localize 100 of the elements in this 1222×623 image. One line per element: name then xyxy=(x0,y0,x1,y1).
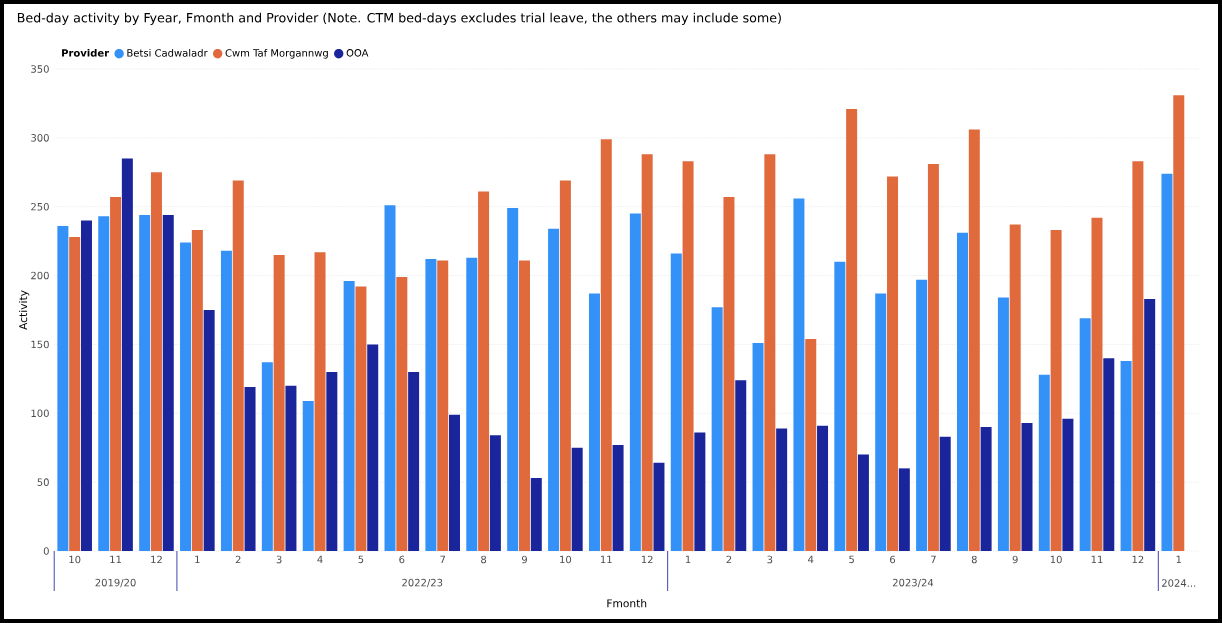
x-tick-label: 8 xyxy=(971,555,977,564)
x-tick-label: 2 xyxy=(726,555,732,564)
bar xyxy=(927,164,939,551)
y-tick-label: 50 xyxy=(37,478,49,486)
chart-title: Bed-day activity by Fyear, Fmonth and Provider (Note. CTM bed-days excludes trial leave, the others may include some) xyxy=(17,12,781,25)
x-tick-label: 6 xyxy=(399,555,405,564)
x-tick-label: 4 xyxy=(317,555,323,563)
bar xyxy=(776,428,788,551)
bar xyxy=(396,276,408,551)
x-tick-label: 1 xyxy=(685,555,691,563)
bar xyxy=(1132,161,1144,551)
bar xyxy=(478,191,490,551)
bar xyxy=(1009,224,1021,551)
x-tick-label: 7 xyxy=(931,555,936,563)
x-tick-label: 1 xyxy=(195,555,200,563)
bar xyxy=(1062,418,1074,551)
bar xyxy=(1161,173,1173,551)
bar xyxy=(220,250,232,551)
x-tick-label: 12 xyxy=(641,555,653,564)
bar xyxy=(612,444,624,551)
bar xyxy=(314,252,326,551)
bar xyxy=(588,293,600,551)
bar xyxy=(997,297,1009,551)
text: 2019/20 xyxy=(95,578,136,588)
x-tick-label: 10 xyxy=(69,555,81,564)
bar xyxy=(629,213,641,551)
bar xyxy=(694,432,706,551)
bar xyxy=(466,257,478,551)
bar xyxy=(1050,230,1062,551)
bar xyxy=(968,129,980,551)
bar xyxy=(1144,298,1156,551)
bar xyxy=(752,343,764,551)
bar xyxy=(653,462,665,551)
bar xyxy=(764,154,776,551)
bar xyxy=(846,108,858,551)
bar xyxy=(1038,374,1050,551)
x-tick-label: 3 xyxy=(276,555,282,564)
bar xyxy=(507,208,519,551)
x-tick-label: 5 xyxy=(358,555,364,564)
bar xyxy=(834,261,846,551)
bar xyxy=(110,197,122,551)
text: 2022/23 xyxy=(402,578,443,588)
bar xyxy=(98,216,110,551)
bar xyxy=(1091,217,1103,551)
bar xyxy=(805,338,817,551)
y-tick-label: 200 xyxy=(31,271,49,280)
bar xyxy=(711,307,723,551)
bar xyxy=(1079,318,1091,551)
bar xyxy=(437,260,449,551)
bar xyxy=(916,279,928,551)
bar xyxy=(548,228,560,551)
x-axis-title: Fmonth xyxy=(607,599,647,608)
bar xyxy=(559,180,571,551)
x-tick-label: 3 xyxy=(767,555,773,564)
bar xyxy=(1103,358,1115,551)
bar xyxy=(489,435,501,551)
bar xyxy=(641,154,653,551)
x-tick-label: 7 xyxy=(440,555,446,563)
y-tick-label: 250 xyxy=(31,202,49,211)
bar xyxy=(793,198,805,551)
bar xyxy=(898,468,910,551)
bar xyxy=(162,214,174,551)
text: 2024... xyxy=(1162,579,1196,587)
bar xyxy=(302,400,314,551)
bar xyxy=(203,309,215,551)
bar xyxy=(57,225,69,551)
bar xyxy=(600,139,612,551)
x-tick-label: 11 xyxy=(601,555,612,563)
bar xyxy=(69,237,81,551)
x-tick-label: 1 xyxy=(1176,555,1182,563)
bar xyxy=(80,220,92,551)
bar xyxy=(1021,422,1033,551)
legend-label: Betsi Cadwaladr xyxy=(127,48,208,57)
legend-label: Cwm Taf Morgannwg xyxy=(225,48,328,59)
bar xyxy=(273,254,285,551)
x-tick-label: 11 xyxy=(1091,555,1103,563)
bar xyxy=(670,253,682,551)
bar xyxy=(425,259,437,551)
bar xyxy=(343,281,355,551)
bar xyxy=(518,260,530,551)
bar xyxy=(957,232,969,551)
x-tick-label: 2 xyxy=(235,555,241,564)
y-tick-label: 350 xyxy=(31,65,49,73)
bar xyxy=(571,447,583,551)
x-tick-label: 9 xyxy=(1012,555,1018,564)
y-axis-title: Activity xyxy=(18,290,30,330)
x-tick-label: 11 xyxy=(110,555,121,563)
bar xyxy=(857,454,869,551)
x-tick-label: 4 xyxy=(808,555,814,563)
bar xyxy=(326,371,338,551)
bar xyxy=(180,242,192,551)
bar xyxy=(150,172,162,551)
x-tick-label: 10 xyxy=(560,555,572,564)
y-tick-label: 0 xyxy=(43,547,49,555)
bar xyxy=(1173,95,1185,551)
x-tick-label: 5 xyxy=(849,555,854,564)
bar xyxy=(408,371,420,551)
text: 2023/24 xyxy=(892,578,934,588)
bar xyxy=(682,161,694,551)
bar xyxy=(817,425,829,551)
